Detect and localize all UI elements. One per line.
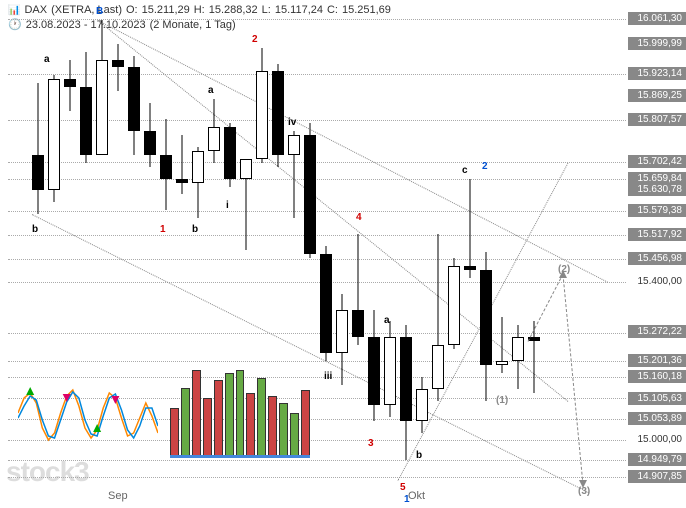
wave-label: B	[96, 6, 103, 17]
y-axis: 16.061,30 15.999,99 15.923,14 15.869,25 15.8…	[626, 0, 686, 508]
exchange: (XETRA, Last)	[51, 4, 122, 16]
wave-label: b	[416, 450, 422, 461]
wave-label: 2	[252, 34, 258, 45]
price-label: 15.923,14	[628, 67, 686, 80]
histogram-bar	[257, 378, 266, 458]
wave-label: ii	[274, 93, 280, 104]
x-axis-label: Sep	[108, 490, 128, 502]
wave-label: c	[462, 165, 468, 176]
price-label: 15.630,78	[628, 183, 686, 196]
histogram-bar	[214, 380, 223, 458]
low-value: 15.117,24	[275, 4, 323, 16]
wave-label: (1)	[496, 395, 508, 406]
histogram-bar	[170, 408, 179, 458]
wave-label: a	[208, 85, 214, 96]
histogram-bar	[181, 388, 190, 458]
open-value: 15.211,29	[142, 4, 190, 16]
price-label: 15.807,57	[628, 113, 686, 126]
oscillator-inset	[18, 378, 158, 448]
price-label: 14.949,79	[628, 453, 686, 466]
wave-label: a	[384, 315, 390, 326]
wave-label: 5	[400, 482, 406, 493]
high-label: H:	[194, 4, 205, 16]
price-label: 14.907,85	[628, 470, 686, 483]
price-label: 16.061,30	[628, 12, 686, 25]
chart-header: 📊 DAX (XETRA, Last) O: 15.211,29 H: 15.2…	[8, 4, 391, 31]
wave-label: b	[192, 224, 198, 235]
price-label: 15.579,38	[628, 204, 686, 217]
wave-label: iii	[324, 371, 332, 382]
histogram-bar	[225, 373, 234, 458]
wave-label: 3	[368, 438, 374, 449]
candlestick-icon: 📊	[8, 5, 20, 16]
wave-label: i	[226, 200, 229, 211]
price-label: 15.456,98	[628, 252, 686, 265]
histogram-bar	[268, 396, 277, 458]
wave-label: 4	[356, 212, 362, 223]
price-label: 15.272,22	[628, 325, 686, 338]
price-label: 15.869,25	[628, 89, 686, 102]
histogram-bar	[203, 398, 212, 458]
open-label: O:	[126, 4, 138, 16]
x-axis-label: Okt	[408, 490, 425, 502]
price-label: 15.105,63	[628, 392, 686, 405]
histogram-bar	[236, 370, 245, 458]
price-label: 15.702,42	[628, 155, 686, 168]
close-value: 15.251,69	[342, 4, 391, 16]
wave-label: iv	[288, 117, 296, 128]
histogram-bar	[301, 390, 310, 458]
price-label: 15.000,00	[628, 433, 686, 446]
histogram-bar	[192, 370, 201, 458]
low-label: L:	[262, 4, 271, 16]
wave-label: 1	[160, 224, 166, 235]
price-label: 15.201,36	[628, 354, 686, 367]
wave-label: a	[44, 54, 50, 65]
close-label: C:	[327, 4, 338, 16]
price-label: 15.400,00	[628, 275, 686, 288]
price-label: 15.160,18	[628, 370, 686, 383]
price-label: 15.999,99	[628, 37, 686, 50]
wave-label: 2	[482, 161, 488, 172]
histogram-bar	[246, 393, 255, 458]
wave-label: b	[32, 224, 38, 235]
price-label: 15.053,89	[628, 412, 686, 425]
histogram-bar	[279, 403, 288, 458]
histogram-inset	[170, 368, 310, 458]
histogram-bar	[290, 413, 299, 458]
price-label: 15.517,92	[628, 228, 686, 241]
high-value: 15.288,32	[209, 4, 258, 16]
symbol: DAX	[24, 4, 47, 16]
